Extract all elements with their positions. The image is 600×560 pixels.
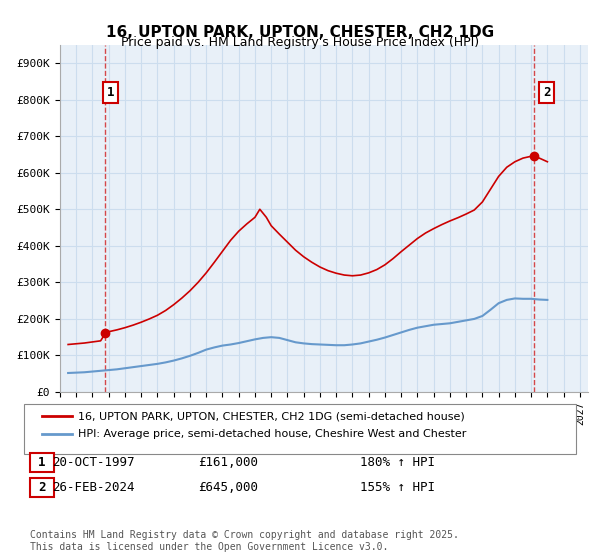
Text: 2: 2: [543, 86, 550, 99]
Text: HPI: Average price, semi-detached house, Cheshire West and Chester: HPI: Average price, semi-detached house,…: [78, 429, 466, 439]
Text: 1: 1: [38, 455, 46, 469]
Text: 155% ↑ HPI: 155% ↑ HPI: [360, 480, 435, 494]
Text: 180% ↑ HPI: 180% ↑ HPI: [360, 455, 435, 469]
Text: 1: 1: [107, 86, 114, 99]
Text: 16, UPTON PARK, UPTON, CHESTER, CH2 1DG: 16, UPTON PARK, UPTON, CHESTER, CH2 1DG: [106, 25, 494, 40]
Text: Contains HM Land Registry data © Crown copyright and database right 2025.
This d: Contains HM Land Registry data © Crown c…: [30, 530, 459, 552]
Text: Price paid vs. HM Land Registry's House Price Index (HPI): Price paid vs. HM Land Registry's House …: [121, 36, 479, 49]
Text: £161,000: £161,000: [198, 455, 258, 469]
Text: 26-FEB-2024: 26-FEB-2024: [52, 480, 134, 494]
Text: 16, UPTON PARK, UPTON, CHESTER, CH2 1DG (semi-detached house): 16, UPTON PARK, UPTON, CHESTER, CH2 1DG …: [78, 411, 465, 421]
Text: 2: 2: [38, 480, 46, 494]
Text: 20-OCT-1997: 20-OCT-1997: [52, 455, 134, 469]
Text: £645,000: £645,000: [198, 480, 258, 494]
